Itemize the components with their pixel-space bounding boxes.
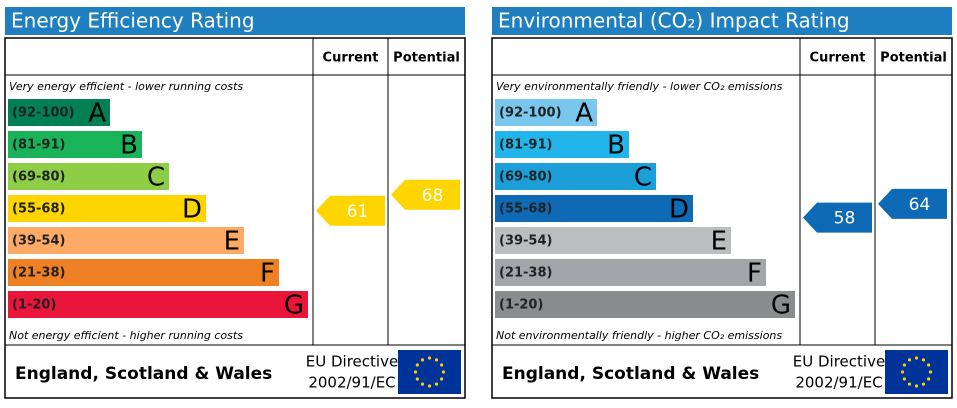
band-range: (21-38) [12,266,65,281]
eu-star [413,370,418,374]
band-range: (69-80) [12,170,65,185]
eu-star [927,377,931,381]
panel-title: Energy Efficiency Rating [11,9,255,33]
eu-star [927,363,931,367]
rating-arrow [316,195,385,226]
eu-star [434,358,439,362]
column-header: Potential [880,51,947,66]
band-letter: E [224,227,240,257]
band-range: (81-91) [12,138,65,153]
eu-star [907,382,912,386]
band-letter: D [669,195,689,225]
rating-band [495,131,629,158]
band-letter: A [88,99,106,129]
eu-star [420,358,425,362]
band-range: (69-80) [499,170,552,185]
rating-arrow [878,188,947,219]
rating-band [8,131,142,158]
rating-band [8,291,308,318]
eu-star [900,370,905,374]
band-range: (39-54) [499,234,552,249]
band-range: (39-54) [12,234,65,249]
rating-band [8,227,244,254]
rating-value: 61 [347,202,369,222]
eu-star [434,382,439,386]
column-header: Current [810,51,866,66]
band-range: (1-20) [499,298,543,313]
rating-band [495,259,766,286]
footer-region: England, Scotland & Wales [15,364,272,384]
eu-star [921,382,926,386]
band-range: (55-68) [12,202,65,217]
footer-directive: 2002/91/EC [308,374,395,392]
footer-directive: 2002/91/EC [795,374,882,392]
band-letter: B [607,131,625,161]
title-bar [5,7,465,35]
rating-arrow [803,202,872,233]
rating-band [8,163,169,190]
rating-band [495,99,597,126]
eu-star [415,377,419,381]
band-letter: E [711,227,727,257]
eu-star [427,384,432,388]
eu-star [420,382,425,386]
band-letter: C [634,163,652,193]
rating-value: 68 [422,186,444,206]
eu-star [907,358,912,362]
column-header: Current [323,51,379,66]
eu-star [440,363,444,367]
band-range: (1-20) [12,298,56,313]
band-letter: C [147,163,165,193]
eu-star [427,356,432,360]
rating-band [495,291,795,318]
eu-star [921,358,926,362]
panel-title: Environmental (CO₂) Impact Rating [498,9,850,33]
eu-star [440,377,444,381]
frame [491,37,953,399]
band-range: (92-100) [12,106,75,121]
eu-star [914,384,919,388]
rating-band [8,259,279,286]
band-range: (55-68) [499,202,552,217]
eu-star [902,377,906,381]
eu-star [902,363,906,367]
eu-star [928,370,933,374]
rating-band [8,195,206,222]
band-letter: F [260,259,275,289]
rating-value: 58 [834,209,856,229]
title-bar [492,7,952,35]
band-range: (81-91) [499,138,552,153]
band-letter: G [771,291,791,321]
band-range: (21-38) [499,266,552,281]
band-letter: F [747,259,762,289]
eu-star [441,370,446,374]
bottom-note: Not environmentally friendly - higher CO… [496,329,782,342]
band-letter: B [120,131,138,161]
rating-value: 64 [909,195,931,215]
eu-star [914,356,919,360]
footer-directive: EU Directive [793,353,885,371]
footer-directive: EU Directive [306,353,398,371]
band-letter: D [182,195,202,225]
column-header: Potential [393,51,460,66]
footer-region: England, Scotland & Wales [502,364,759,384]
eu-star [415,363,419,367]
bottom-note: Not energy efficient - higher running co… [9,329,243,342]
frame [4,37,466,399]
rating-arrow [391,179,460,210]
top-note: Very environmentally friendly - lower CO… [496,80,783,93]
band-range: (92-100) [499,106,562,121]
band-letter: G [284,291,304,321]
band-letter: A [575,99,593,129]
rating-band [495,195,693,222]
rating-band [495,163,656,190]
rating-band [495,227,731,254]
rating-band [8,99,110,126]
top-note: Very energy efficient - lower running co… [9,80,243,93]
